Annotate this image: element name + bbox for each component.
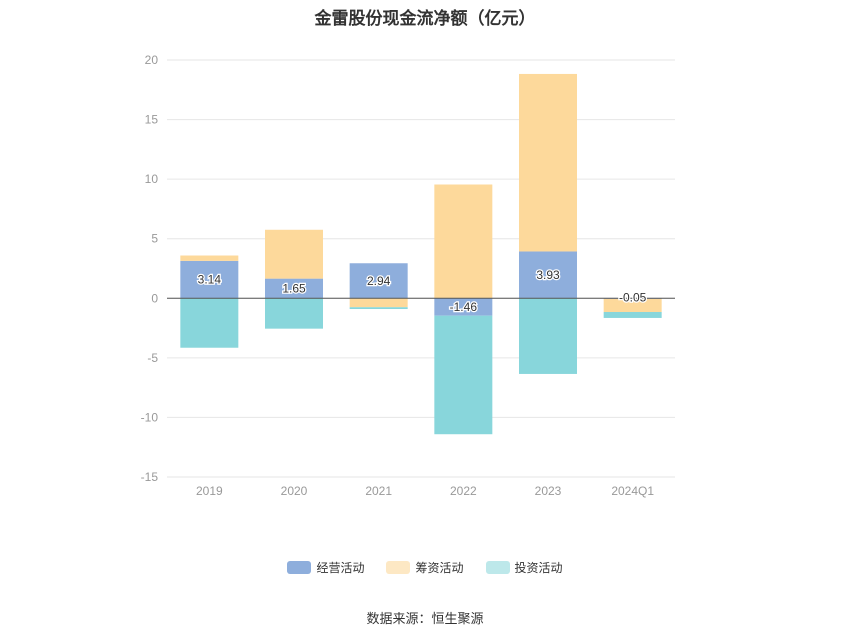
data-label-operating-2021: 2.94 <box>367 274 391 288</box>
y-tick-label: -5 <box>147 351 158 365</box>
legend: 经营活动 筹资活动 投资活动 <box>0 559 850 576</box>
x-tick-label-2020: 2020 <box>281 484 308 498</box>
y-tick-label: -15 <box>141 470 159 484</box>
data-label-operating-2020: 1.65 <box>282 281 306 295</box>
y-tick-label: 20 <box>145 53 159 67</box>
legend-label-operating: 经营活动 <box>316 561 365 575</box>
bar-investing-2019[interactable] <box>180 298 239 348</box>
bar-investing-2022[interactable] <box>434 315 493 435</box>
data-label-operating-2023: 3.93 <box>536 268 560 282</box>
bar-investing-2020[interactable] <box>265 298 323 329</box>
grid-lines <box>167 59 675 478</box>
y-tick-label: 10 <box>145 172 159 186</box>
legend-label-investing: 投资活动 <box>514 561 563 575</box>
bar-operating-2019[interactable] <box>180 260 239 299</box>
y-axis-ticks: 20 15 10 5 0 -5 -10 -15 <box>141 53 159 484</box>
bar-financing-2019[interactable] <box>180 255 239 261</box>
bar-operating-2021[interactable] <box>349 263 408 299</box>
source-note: 数据来源：恒生聚源 <box>366 611 484 626</box>
bars <box>180 73 662 435</box>
legend-swatch-investing <box>485 561 510 574</box>
x-tick-label-2021: 2021 <box>365 484 392 498</box>
bar-investing-2024Q1[interactable] <box>603 311 662 318</box>
x-tick-label-2022: 2022 <box>450 484 477 498</box>
bar-financing-2024Q1[interactable] <box>603 298 662 312</box>
bar-financing-2021[interactable] <box>349 298 408 308</box>
y-tick-label: 0 <box>151 291 158 305</box>
bar-operating-2023[interactable] <box>519 251 577 299</box>
legend-item-investing[interactable]: 投资活动 <box>485 559 563 576</box>
bar-operating-2020[interactable] <box>265 278 323 299</box>
data-label-operating-2022: -1.46 <box>450 300 478 314</box>
chart-title: 金雷股份现金流净额（亿元） <box>314 9 536 28</box>
data-label-operating-2024Q1: -0.05 <box>619 290 647 304</box>
legend-swatch-financing <box>386 561 411 574</box>
x-tick-label-2023: 2023 <box>535 484 562 498</box>
bar-investing-2023[interactable] <box>519 298 577 374</box>
data-labels: 3.14 1.65 2.94 -1.46 3.93 -0.05 <box>196 267 648 316</box>
legend-swatch-operating <box>287 561 312 574</box>
x-axis-ticks: 2019 2020 2021 2022 2023 2024Q1 <box>196 484 654 498</box>
bar-financing-2023[interactable] <box>519 73 577 252</box>
legend-item-financing[interactable]: 筹资活动 <box>386 559 464 576</box>
bar-financing-2022[interactable] <box>434 184 493 299</box>
legend-label-financing: 筹资活动 <box>415 561 464 575</box>
legend-item-operating[interactable]: 经营活动 <box>287 559 364 576</box>
bar-financing-2020[interactable] <box>265 229 323 279</box>
bar-operating-2022[interactable] <box>434 298 493 316</box>
x-tick-label-2019: 2019 <box>196 484 223 498</box>
bar-investing-2021[interactable] <box>349 307 408 310</box>
x-tick-label-2024Q1: 2024Q1 <box>611 484 654 498</box>
data-label-operating-2019: 3.14 <box>198 273 222 287</box>
y-tick-label: 15 <box>145 113 159 127</box>
y-tick-label: 5 <box>151 232 158 246</box>
y-tick-label: -10 <box>141 410 159 424</box>
